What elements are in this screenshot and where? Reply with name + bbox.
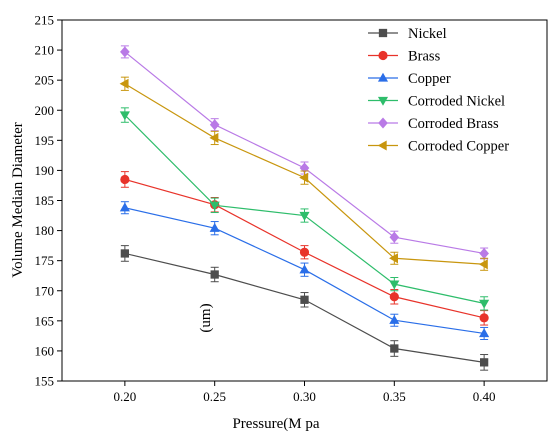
data-point (299, 172, 309, 183)
data-point (389, 253, 398, 264)
data-point (119, 202, 130, 212)
x-tick-label: 0.30 (293, 389, 316, 404)
legend-label: Corroded Nickel (408, 94, 505, 110)
data-point (479, 358, 489, 367)
y-tick-label: 205 (35, 73, 55, 88)
legend-label: Brass (408, 49, 441, 65)
y-tick-label: 185 (35, 193, 55, 208)
data-point (120, 249, 130, 258)
legend-label: Copper (408, 71, 451, 87)
data-point (120, 46, 130, 58)
legend-marker (377, 140, 387, 151)
data-point (299, 264, 310, 274)
data-point (120, 174, 130, 185)
x-tick-label: 0.35 (383, 389, 406, 404)
data-point (119, 111, 130, 121)
data-point (479, 299, 490, 309)
data-point (479, 328, 490, 338)
y-tick-label: 165 (35, 313, 55, 328)
series-nickel (120, 245, 489, 371)
data-point (209, 201, 220, 211)
data-point (478, 259, 488, 270)
data-point (389, 314, 400, 324)
legend-item: Corroded Copper (368, 139, 509, 155)
data-point (300, 295, 309, 304)
plot-frame (61, 19, 548, 382)
series-corroded-nickel (119, 107, 490, 311)
data-point (299, 247, 310, 257)
data-point (389, 231, 400, 243)
y-tick-label: 190 (35, 163, 55, 178)
y-tick-label: 175 (35, 253, 55, 268)
legend-label: Nickel (408, 26, 447, 42)
legend-label: Corroded Copper (408, 139, 509, 155)
x-tick-label: 0.25 (203, 389, 226, 404)
legend-marker (378, 50, 388, 61)
y-axis-title: Volume Median Diameter (10, 122, 26, 278)
data-point (210, 270, 219, 279)
data-point (209, 119, 220, 131)
legend-marker (378, 28, 388, 38)
y-tick-label: 180 (35, 223, 55, 238)
legend-marker (377, 96, 389, 106)
x-axis-title: Pressure(M pa (232, 416, 319, 432)
series-copper (119, 201, 490, 340)
data-point (479, 313, 489, 323)
legend-item: Corroded Nickel (368, 94, 505, 110)
legend-marker (378, 117, 388, 129)
data-point (390, 344, 399, 353)
y-tick-label: 200 (35, 103, 55, 118)
data-point (389, 280, 400, 290)
y-tick-label: 155 (35, 374, 55, 389)
data-point (209, 132, 219, 143)
ticks-layer: 155 160 165 170 175 180 185 190 195 200 205 210 215 0… (35, 13, 496, 405)
data-point (479, 247, 489, 259)
legend-item: Nickel (368, 26, 447, 42)
legend-item: Corroded Brass (368, 116, 499, 132)
legend-item: Copper (368, 71, 451, 87)
legend: Nickel Brass Copper Corroded Nickel Corroded… (368, 26, 509, 155)
series-layer (119, 45, 490, 371)
data-point (119, 78, 129, 89)
data-point (389, 292, 399, 302)
y-tick-label: 195 (35, 133, 55, 148)
legend-label: Corroded Brass (408, 116, 499, 132)
legend-marker (377, 72, 389, 82)
unit-annotation: (um) (198, 303, 214, 332)
x-tick-label: 0.40 (473, 389, 496, 404)
legend-item: Brass (368, 49, 441, 65)
series-corroded-copper (119, 76, 489, 271)
y-tick-label: 215 (35, 13, 55, 28)
data-point (299, 211, 310, 221)
y-tick-label: 170 (35, 283, 55, 298)
x-tick-label: 0.20 (113, 389, 136, 404)
y-tick-label: 160 (35, 343, 55, 358)
y-tick-label: 210 (35, 43, 55, 58)
data-point (209, 222, 220, 232)
